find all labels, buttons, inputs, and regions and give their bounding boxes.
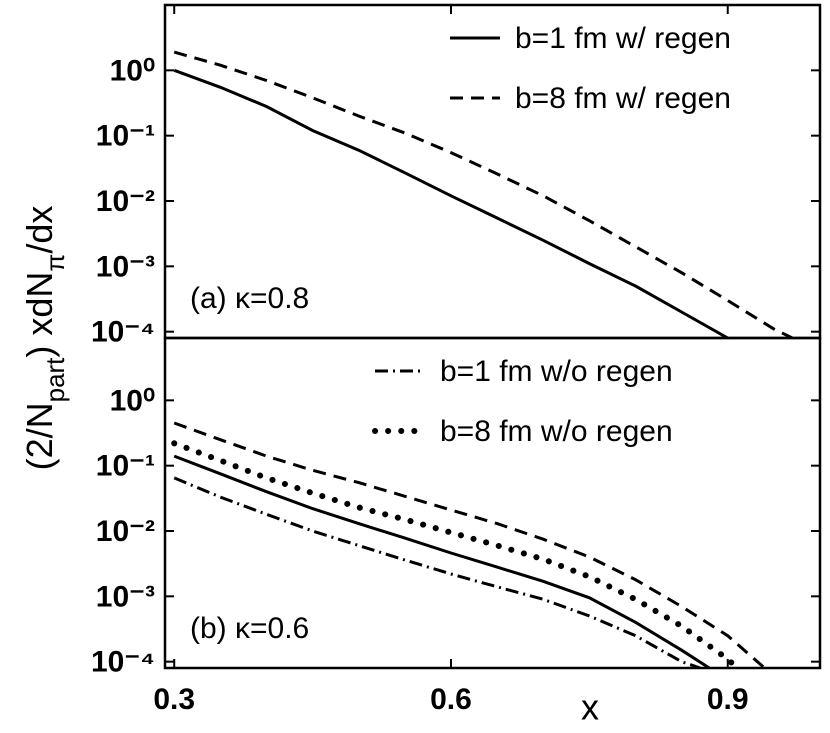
y-tick-label: 10⁰ <box>110 54 155 87</box>
x-tick-label: 0.9 <box>707 683 749 716</box>
panel-annotation: (b) κ=0.6 <box>190 612 309 645</box>
y-axis-label-part: /dx <box>19 206 60 254</box>
x-tick-label: 0.6 <box>430 683 472 716</box>
y-tick-label: 10⁰ <box>110 384 155 417</box>
data-line <box>173 421 766 668</box>
y-tick-label: 10⁻¹ <box>96 450 155 483</box>
y-axis-label-part: part <box>40 357 70 403</box>
y-tick-label: 10⁻² <box>96 515 155 548</box>
y-tick-label: 10⁻¹ <box>96 120 155 153</box>
panel-annotation: (a) κ=0.8 <box>190 282 309 315</box>
y-tick-label: 10⁻⁴ <box>91 316 155 349</box>
y-tick-label: 10⁻⁴ <box>91 646 155 679</box>
data-line <box>173 68 729 338</box>
data-line <box>173 50 793 338</box>
y-tick-label: 10⁻² <box>96 185 155 218</box>
y-tick-label: 10⁻³ <box>96 580 155 613</box>
x-axis-label: x <box>581 687 599 728</box>
y-axis-label-part: π <box>40 254 70 272</box>
x-tick-label: 0.3 <box>153 683 195 716</box>
data-line <box>173 454 711 668</box>
y-axis-label-part: ) xdN <box>19 272 60 358</box>
plot-frame <box>163 336 822 670</box>
legend-label: b=8 fm w/ regen <box>515 82 731 115</box>
y-tick-label: 10⁻³ <box>96 250 155 283</box>
legend-label: b=8 fm w/o regen <box>440 415 673 448</box>
data-line <box>171 440 740 668</box>
legend-label: b=1 fm w/o regen <box>440 355 673 388</box>
y-axis-label: (2/Npart) xdNπ/dx <box>19 206 70 471</box>
y-axis-label-part: (2/N <box>19 402 60 470</box>
data-line <box>173 476 701 668</box>
legend-label: b=1 fm w/ regen <box>515 22 731 55</box>
